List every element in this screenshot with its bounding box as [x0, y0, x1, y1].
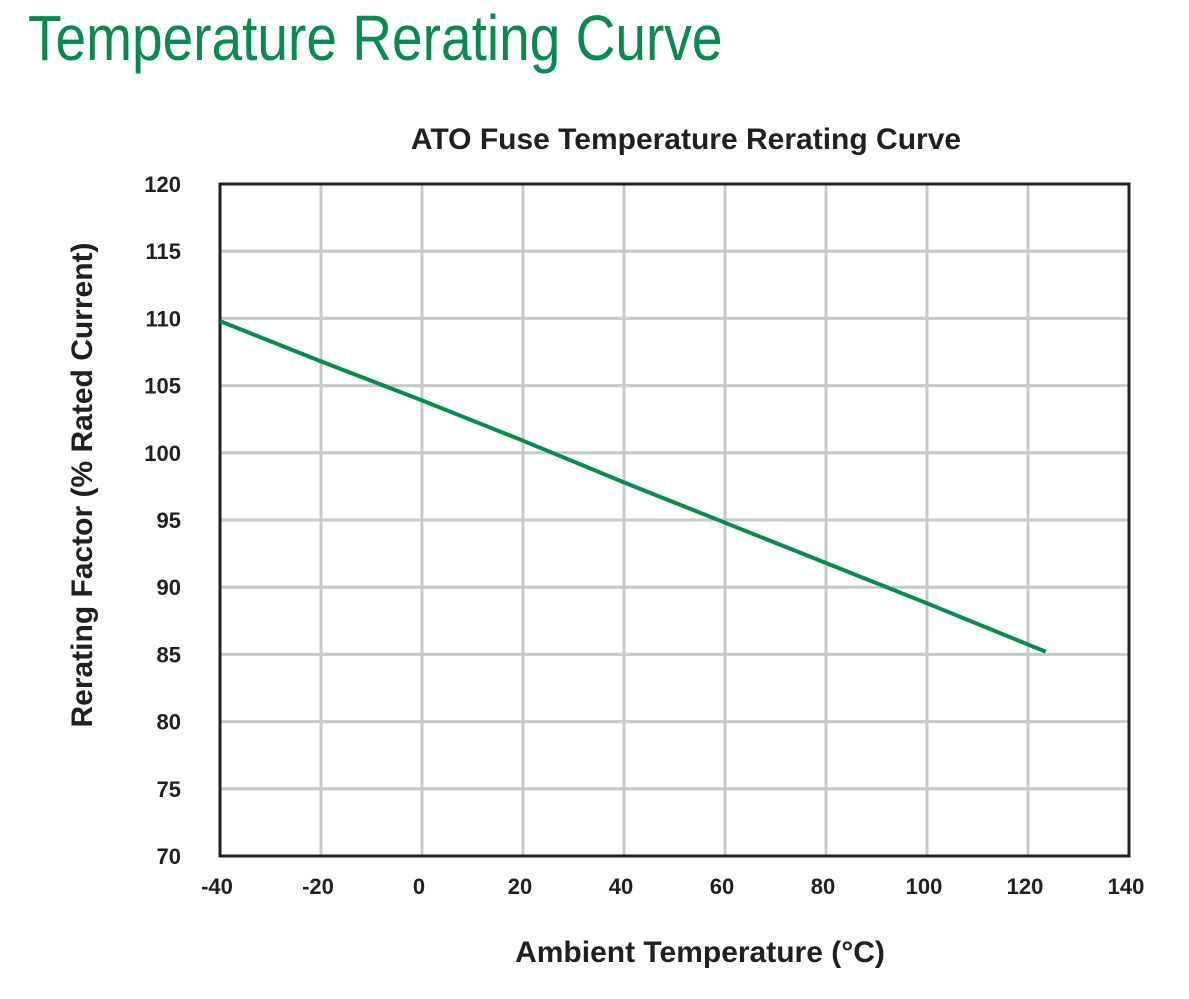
y-tick-label: 85: [157, 642, 181, 667]
y-tick-label: 100: [144, 441, 181, 466]
chart-title: ATO Fuse Temperature Rerating Curve: [411, 123, 961, 156]
x-tick-label: 20: [508, 874, 532, 899]
y-tick-label: 95: [157, 508, 181, 533]
series-group: [219, 319, 1047, 654]
y-tick-label: 90: [157, 575, 181, 600]
grid: [220, 184, 1129, 856]
y-axis-label: Rerating Factor (% Rated Current): [66, 242, 99, 727]
x-tick-label: 120: [1007, 874, 1044, 899]
x-tick-label: 140: [1108, 874, 1145, 899]
y-tick-label: 115: [146, 239, 182, 264]
y-tick-label: 70: [157, 844, 181, 869]
x-tick-labels: -40 -20 0 20 40 60 80 100 120 140: [201, 874, 1144, 899]
y-tick-label: 80: [157, 710, 181, 735]
x-tick-label: 0: [413, 874, 425, 899]
x-tick-label: -40: [201, 874, 233, 899]
y-tick-label: 75: [157, 777, 181, 802]
x-axis-label: Ambient Temperature (°C): [515, 936, 885, 969]
y-tick-labels: 70 75 80 85 90 95 100 105 110 115 120: [144, 172, 181, 869]
series-line: [219, 319, 1047, 654]
y-tick-label: 105: [144, 374, 181, 399]
page-heading: Temperature Rerating Curve: [28, 2, 723, 74]
x-tick-label: 60: [710, 874, 734, 899]
y-tick-label: 110: [146, 306, 182, 331]
plot-frame: [218, 182, 1131, 858]
y-tick-label: 120: [144, 172, 181, 197]
x-tick-label: 80: [811, 874, 835, 899]
x-tick-label: 100: [906, 874, 943, 899]
x-tick-label: -20: [302, 874, 334, 899]
x-tick-label: 40: [609, 874, 633, 899]
